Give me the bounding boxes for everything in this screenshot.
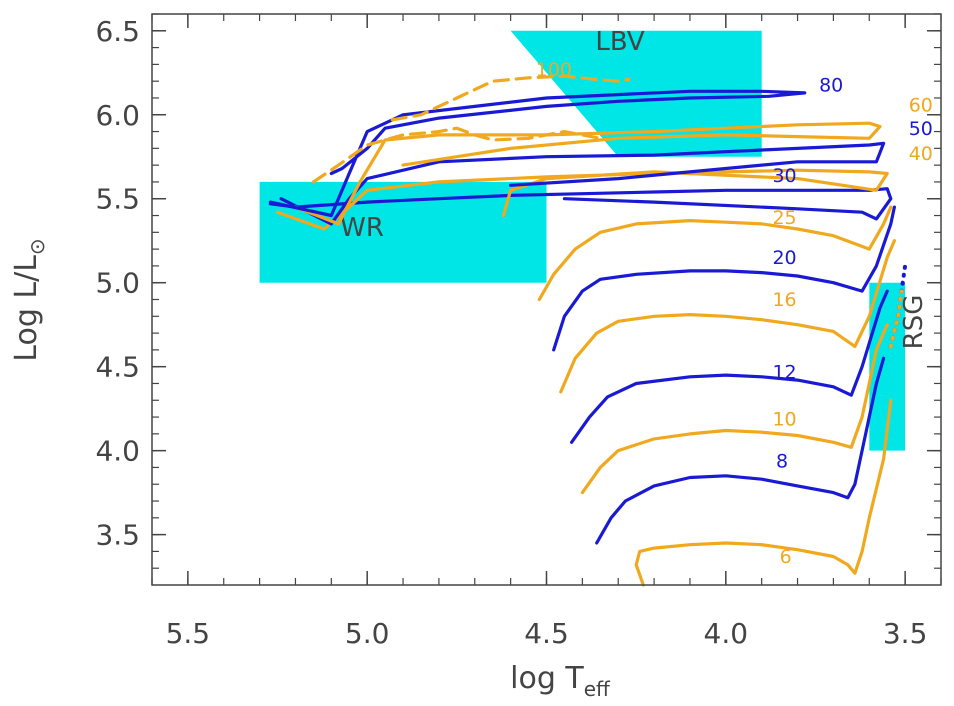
track-label-50: 50 [909,118,933,140]
track-label-80: 80 [819,74,843,96]
track-label-25: 25 [772,207,796,229]
track-label-30: 30 [772,165,796,187]
track-label-60: 60 [909,94,933,116]
x-tick-label: 4.0 [704,617,749,650]
track-100 [390,74,631,122]
track-label-40: 40 [909,143,933,165]
track-6 [634,398,893,587]
track-20 [552,205,896,352]
y-axis-title-main: Log L/L [9,255,44,362]
x-axis-title-main: log T [510,661,584,696]
track-label-6: 6 [780,546,792,568]
track-label-12: 12 [772,361,796,383]
x-tick-label: 4.5 [524,617,569,650]
series-layer [268,74,908,587]
track-60 [293,121,882,226]
track-10 [580,323,889,495]
track-label-20: 20 [772,247,796,269]
track-80 [268,89,807,218]
track-label-10: 10 [772,408,796,430]
y-axis-title: Log L/L⊙ [9,238,49,361]
region-label-rsg: RSG [899,295,929,350]
y-tick-label: 3.5 [95,519,140,552]
track-rsg-orange-dots [888,289,904,349]
x-tick-label: 3.5 [883,617,928,650]
y-axis-title-sub: ⊙ [25,238,49,255]
region-label-lbv: LBV [595,27,645,57]
y-tick-label: 6.5 [95,15,140,48]
track-label-100: 100 [536,59,572,81]
track-label-16: 16 [772,289,796,311]
x-tick-label: 5.0 [345,617,390,650]
track-12 [570,289,889,444]
track-16 [559,239,896,394]
track-label-8: 8 [776,450,788,472]
y-tick-label: 6.0 [95,99,140,132]
ticks-layer: 5.5 5.0 4.5 4.0 3.5 3.5 4.0 4.5 5.0 5.5 6.0 6.5 [95,13,942,650]
track-30 [268,187,893,221]
x-tick-label: 5.5 [166,617,211,650]
y-tick-label: 5.0 [95,267,140,300]
x-axis-title: log Teff [510,661,611,701]
y-tick-label: 5.5 [95,183,140,216]
x-axis-title-sub: eff [584,677,611,701]
y-tick-label: 4.0 [95,435,140,468]
track-25 [537,205,893,302]
track-40 [275,168,889,231]
region-wr [259,181,547,283]
y-tick-label: 4.5 [95,351,140,384]
region-label-wr: WR [340,213,384,243]
track-100b [311,126,602,184]
track-8 [595,356,886,545]
